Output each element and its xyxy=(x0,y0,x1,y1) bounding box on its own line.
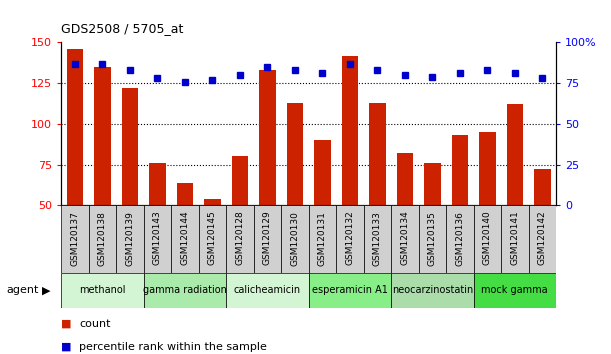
Bar xyxy=(474,273,556,308)
Text: neocarzinostatin: neocarzinostatin xyxy=(392,285,473,295)
Text: GSM120144: GSM120144 xyxy=(180,211,189,266)
Bar xyxy=(534,170,551,205)
Bar xyxy=(342,56,358,205)
Text: GSM120135: GSM120135 xyxy=(428,211,437,266)
Text: GSM120142: GSM120142 xyxy=(538,211,547,266)
Text: GSM120139: GSM120139 xyxy=(125,211,134,266)
Text: GSM120143: GSM120143 xyxy=(153,211,162,266)
Bar xyxy=(391,273,474,308)
Bar xyxy=(171,205,199,273)
Bar xyxy=(94,67,111,205)
Text: GSM120129: GSM120129 xyxy=(263,211,272,266)
Text: gamma radiation: gamma radiation xyxy=(143,285,227,295)
Text: count: count xyxy=(79,319,111,329)
Bar xyxy=(232,156,248,205)
Bar xyxy=(259,70,276,205)
Text: GSM120130: GSM120130 xyxy=(290,211,299,266)
Bar xyxy=(424,163,441,205)
Bar xyxy=(281,205,309,273)
Bar xyxy=(529,205,556,273)
Bar xyxy=(61,273,144,308)
Bar xyxy=(67,49,83,205)
Bar xyxy=(397,153,413,205)
Text: methanol: methanol xyxy=(79,285,126,295)
Bar xyxy=(474,205,501,273)
Bar xyxy=(89,205,116,273)
Text: agent: agent xyxy=(6,285,38,295)
Text: ▶: ▶ xyxy=(42,285,50,295)
Text: calicheamicin: calicheamicin xyxy=(234,285,301,295)
Bar xyxy=(446,205,474,273)
Text: mock gamma: mock gamma xyxy=(481,285,548,295)
Bar xyxy=(226,205,254,273)
Bar xyxy=(336,205,364,273)
Bar xyxy=(391,205,419,273)
Bar xyxy=(419,205,446,273)
Bar xyxy=(116,205,144,273)
Bar xyxy=(254,205,281,273)
Text: ■: ■ xyxy=(61,342,71,352)
Bar xyxy=(309,205,336,273)
Text: ■: ■ xyxy=(61,319,71,329)
Bar xyxy=(369,103,386,205)
Bar xyxy=(204,199,221,205)
Bar xyxy=(149,163,166,205)
Text: GSM120131: GSM120131 xyxy=(318,211,327,266)
Bar xyxy=(226,273,309,308)
Text: GSM120132: GSM120132 xyxy=(345,211,354,266)
Text: GSM120140: GSM120140 xyxy=(483,211,492,266)
Bar xyxy=(144,205,171,273)
Bar xyxy=(287,103,303,205)
Bar xyxy=(452,135,468,205)
Text: esperamicin A1: esperamicin A1 xyxy=(312,285,388,295)
Bar xyxy=(61,205,89,273)
Text: GSM120134: GSM120134 xyxy=(400,211,409,266)
Bar xyxy=(199,205,226,273)
Text: GSM120133: GSM120133 xyxy=(373,211,382,266)
Text: GSM120145: GSM120145 xyxy=(208,211,217,266)
Text: GSM120128: GSM120128 xyxy=(235,211,244,266)
Text: GSM120137: GSM120137 xyxy=(70,211,79,266)
Bar xyxy=(314,140,331,205)
Text: GDS2508 / 5705_at: GDS2508 / 5705_at xyxy=(61,22,183,35)
Bar xyxy=(122,88,138,205)
Bar xyxy=(309,273,391,308)
Bar xyxy=(177,183,193,205)
Text: GSM120141: GSM120141 xyxy=(510,211,519,266)
Text: GSM120138: GSM120138 xyxy=(98,211,107,266)
Bar xyxy=(364,205,391,273)
Bar xyxy=(507,104,523,205)
Text: percentile rank within the sample: percentile rank within the sample xyxy=(79,342,267,352)
Bar xyxy=(501,205,529,273)
Bar xyxy=(479,132,496,205)
Bar xyxy=(144,273,226,308)
Text: GSM120136: GSM120136 xyxy=(455,211,464,266)
